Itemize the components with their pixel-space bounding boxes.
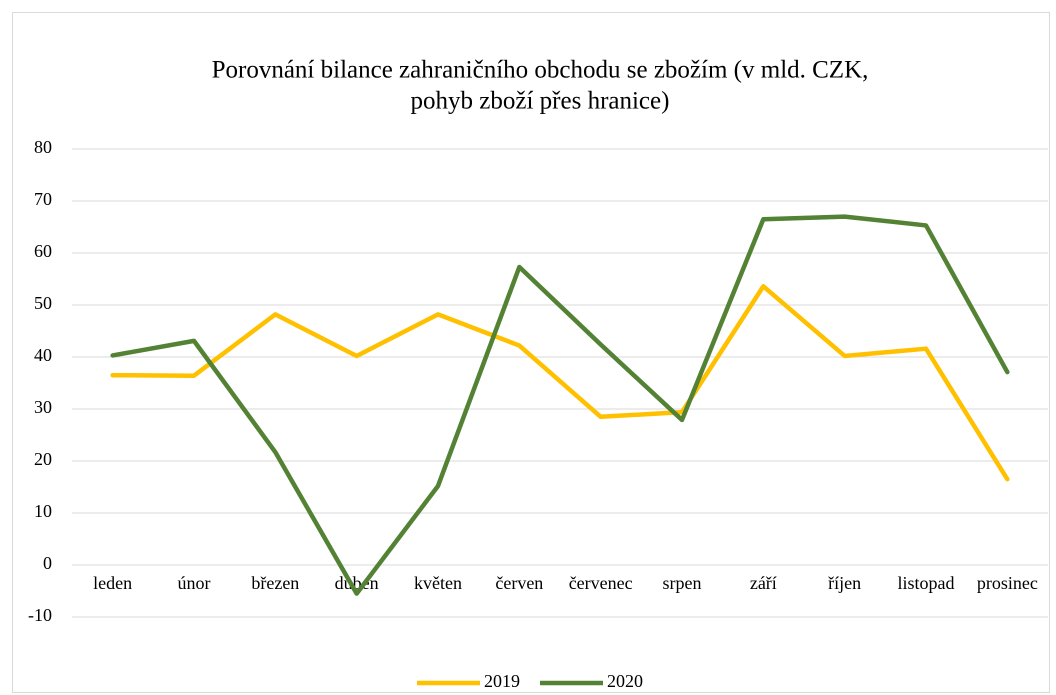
x-tick-label: září [750,573,777,593]
y-tick-label: 80 [34,137,52,157]
y-tick-label: 40 [34,345,52,365]
x-tick-label: listopad [898,573,955,593]
y-tick-label: -10 [28,605,52,625]
y-tick-label: 0 [43,553,52,573]
x-tick-label: srpen [663,573,702,593]
legend-label: 2020 [607,671,643,691]
chart-title: Porovnání bilance zahraničního obchodu s… [212,57,869,84]
y-tick-label: 10 [34,501,52,521]
x-tick-label: květen [414,573,462,593]
x-tick-label: březen [251,573,299,593]
chart-title: pohyb zboží přes hranice) [411,88,670,115]
x-tick-label: prosinec [977,573,1038,593]
x-tick-label: leden [93,573,132,593]
y-tick-label: 50 [34,293,52,313]
x-tick-label: únor [178,573,211,593]
x-tick-label: červenec [569,573,633,593]
line-series [110,284,1010,482]
y-tick-label: 70 [34,189,52,209]
legend-label: 2019 [484,671,520,691]
line-series [110,214,1010,596]
x-tick-label: červen [495,573,543,593]
y-tick-label: 30 [34,397,52,417]
y-tick-label: 60 [34,241,52,261]
x-tick-label: říjen [828,573,861,593]
y-tick-label: 20 [34,449,52,469]
